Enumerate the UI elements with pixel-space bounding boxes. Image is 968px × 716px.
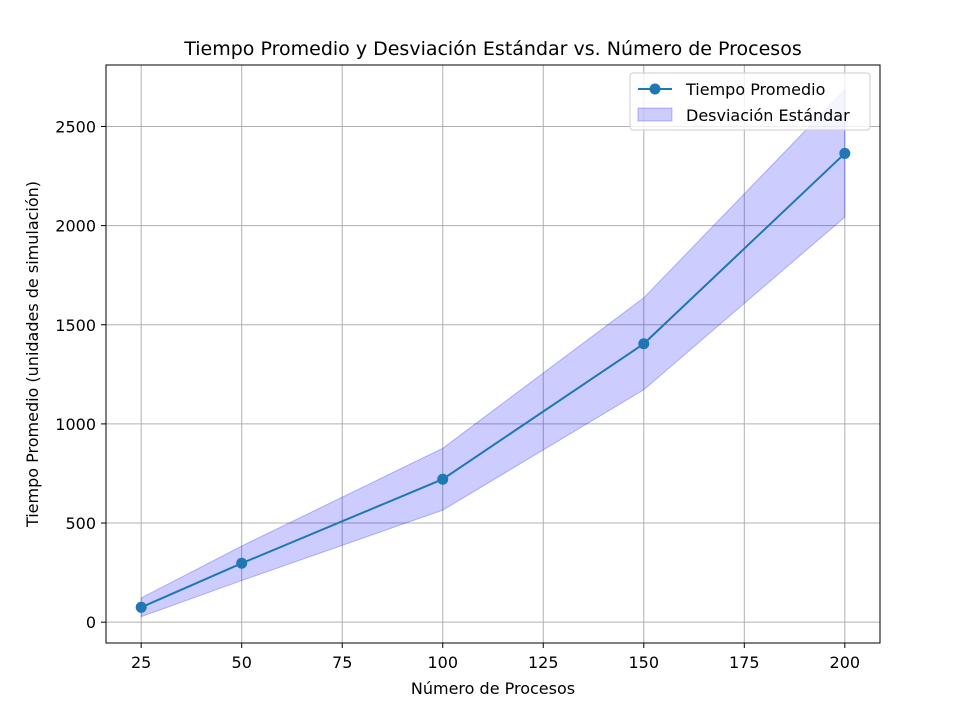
legend-label-band: Desviación Estándar <box>686 106 850 125</box>
x-tick-label: 100 <box>427 653 458 672</box>
series-point <box>236 557 248 569</box>
chart-title: Tiempo Promedio y Desviación Estándar vs… <box>183 38 801 60</box>
legend: Tiempo Promedio Desviación Estándar <box>629 72 871 131</box>
series-points <box>135 147 851 613</box>
x-tick-label: 200 <box>830 653 861 672</box>
y-axis-ticks: 0 500 1000 1500 2000 2500 <box>55 117 106 632</box>
legend-box <box>629 72 871 131</box>
series-point <box>135 601 147 613</box>
y-tick-label: 1500 <box>55 316 96 335</box>
legend-point-marker <box>649 83 661 95</box>
x-tick-label: 25 <box>131 653 151 672</box>
series-point <box>638 338 650 350</box>
grid <box>106 65 880 643</box>
x-tick-label: 150 <box>629 653 660 672</box>
deviation-band <box>140 88 846 618</box>
y-tick-label: 0 <box>86 613 96 632</box>
series-point <box>839 147 851 159</box>
x-tick-label: 125 <box>528 653 559 672</box>
x-tick-label: 50 <box>232 653 252 672</box>
y-tick-label: 1000 <box>55 415 96 434</box>
plot-frame <box>105 64 881 644</box>
band-area <box>140 88 846 618</box>
legend-band-swatch <box>637 107 673 122</box>
y-tick-label: 2000 <box>55 217 96 236</box>
x-tick-label: 175 <box>729 653 760 672</box>
series-point <box>437 473 449 485</box>
legend-label-series: Tiempo Promedio <box>685 80 825 99</box>
x-axis-ticks: 25 50 75 100 125 150 175 200 <box>131 643 860 672</box>
y-tick-label: 500 <box>65 514 96 533</box>
y-axis-label: Tiempo Promedio (unidades de simulación) <box>23 181 42 528</box>
x-tick-label: 75 <box>332 653 352 672</box>
x-axis-label: Número de Procesos <box>411 679 575 698</box>
y-tick-label: 2500 <box>55 117 96 136</box>
